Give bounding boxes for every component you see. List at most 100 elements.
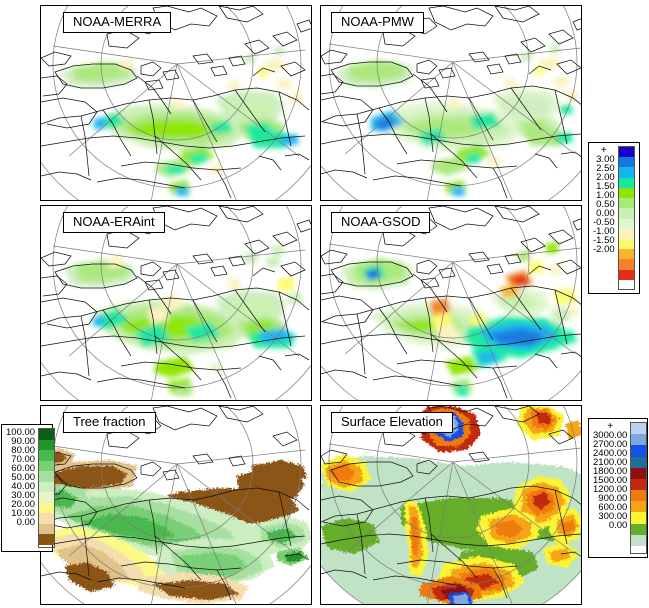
panel-noaa-eraint: NOAA-ERAint — [40, 205, 312, 401]
anomaly-tick: 1.50 — [596, 181, 615, 192]
colorbar-swatch — [618, 208, 634, 219]
tree-tick: 70.00 — [11, 454, 36, 465]
elevation-tick: 0.00 — [608, 520, 628, 531]
anomaly-tick: 3.00 — [596, 154, 615, 165]
panel-title-surface-elevation: Surface Elevation — [331, 412, 453, 433]
anomaly-tick: 0.00 — [596, 208, 615, 219]
tree-tick: 50.00 — [11, 472, 36, 483]
colorbar-swatch — [39, 481, 55, 493]
colorbar-swatch — [39, 523, 55, 535]
panel-title-noaa-merra: NOAA-MERRA — [63, 12, 172, 33]
panel-title-noaa-gsod: NOAA-GSOD — [331, 212, 431, 233]
anomaly-tick: -0.50 — [593, 217, 615, 228]
colorbar-swatch — [39, 439, 55, 451]
anomaly-tick: -1.50 — [593, 235, 615, 246]
elevation-tick: 2100.00 — [593, 457, 628, 468]
map-noaa-gsod — [321, 206, 581, 400]
tree-fraction-colorbar: 100.00 90.00 80.00 70.00 60.00 50.00 40.… — [1, 424, 56, 552]
anomaly-tick: -2.00 — [593, 244, 615, 255]
colorbar-swatch — [631, 501, 647, 513]
tree-tick: 0.00 — [16, 517, 36, 528]
colorbar-swatch — [631, 490, 647, 502]
elevation-colorbar: + 3000.00 2700.00 2400.00 2100.00 1800.0… — [588, 418, 648, 558]
anomaly-colorbar-labels: + 3.00 2.50 2.00 1.50 1.00 0.50 0.00 -0.… — [593, 146, 618, 290]
panel-title-noaa-pmw: NOAA-PMW — [331, 12, 424, 33]
elevation-tick: 300.00 — [598, 511, 628, 522]
tree-tick: 20.00 — [11, 499, 36, 510]
colorbar-swatch — [39, 492, 55, 503]
anomaly-tick: 2.50 — [596, 163, 615, 174]
elevation-colorbar-labels: + 3000.00 2700.00 2400.00 2100.00 1800.0… — [593, 422, 630, 554]
map-canvas-tree-fraction — [41, 406, 311, 604]
map-tree-fraction — [41, 406, 311, 604]
colorbar-swatch — [631, 478, 647, 491]
tree-tick: 10.00 — [11, 508, 36, 519]
map-canvas-noaa-gsod — [321, 206, 581, 400]
colorbar-swatch — [39, 502, 55, 514]
colorbar-swatch — [631, 512, 647, 524]
colorbar-swatch — [39, 450, 55, 461]
colorbar-swatch — [39, 534, 55, 545]
colorbar-swatch — [618, 147, 634, 158]
map-surface-elevation — [321, 406, 581, 604]
panel-noaa-pmw: NOAA-PMW — [320, 5, 582, 201]
anomaly-colorbar-plus: + — [600, 145, 607, 156]
colorbar-swatch — [631, 423, 647, 435]
colorbar-swatch — [618, 249, 634, 260]
colorbar-swatch — [618, 238, 634, 250]
map-noaa-merra — [41, 6, 311, 200]
colorbar-swatch — [39, 513, 55, 524]
colorbar-swatch — [631, 456, 647, 468]
anomaly-colorbar-swatches — [617, 146, 635, 290]
elevation-tick: 900.00 — [598, 493, 628, 504]
colorbar-swatch — [631, 445, 647, 457]
panel-tree-fraction: Tree fraction — [40, 405, 312, 605]
elevation-tick: 1200.00 — [593, 484, 628, 495]
map-canvas-noaa-pmw — [321, 6, 581, 200]
colorbar-swatch — [39, 460, 55, 472]
colorbar-swatch — [618, 167, 634, 178]
tree-tick: 90.00 — [11, 436, 36, 447]
colorbar-swatch — [618, 228, 634, 239]
map-canvas-noaa-eraint — [41, 206, 311, 400]
panel-noaa-gsod: NOAA-GSOD — [320, 205, 582, 401]
map-canvas-surface-elevation — [321, 406, 581, 604]
elevation-tick: 2700.00 — [593, 439, 628, 450]
panel-title-tree-fraction: Tree fraction — [63, 412, 156, 433]
anomaly-tick: -1.00 — [593, 226, 615, 237]
tree-tick: 30.00 — [11, 490, 36, 501]
panel-title-noaa-eraint: NOAA-ERAint — [63, 212, 165, 233]
elevation-colorbar-swatches — [630, 422, 648, 554]
colorbar-swatch — [631, 467, 647, 479]
elevation-tick: 2400.00 — [593, 448, 628, 459]
elevation-tick: 1500.00 — [593, 475, 628, 486]
elevation-tick: 1800.00 — [593, 466, 628, 477]
anomaly-tick: 1.00 — [596, 190, 615, 201]
colorbar-swatch — [618, 187, 634, 199]
colorbar-swatch — [618, 269, 634, 280]
map-canvas-noaa-merra — [41, 6, 311, 200]
tree-colorbar-swatches — [38, 428, 56, 548]
colorbar-swatch — [618, 198, 634, 209]
tree-tick: 80.00 — [11, 445, 36, 456]
panel-surface-elevation: Surface Elevation — [320, 405, 582, 605]
panel-noaa-merra: NOAA-MERRA — [40, 5, 312, 201]
tree-tick: 40.00 — [11, 481, 36, 492]
anomaly-tick: 0.50 — [596, 199, 615, 210]
colorbar-swatch — [618, 157, 634, 168]
map-noaa-eraint — [41, 206, 311, 400]
elevation-colorbar-plus: + — [607, 421, 614, 432]
colorbar-swatch — [631, 434, 647, 446]
colorbar-swatch — [618, 177, 634, 188]
colorbar-swatch — [618, 218, 634, 229]
elevation-tick: 3000.00 — [593, 430, 628, 441]
colorbar-swatch — [39, 471, 55, 482]
tree-tick: 100.00 — [6, 427, 36, 438]
colorbar-swatch — [631, 523, 647, 535]
tree-colorbar-labels: 100.00 90.00 80.00 70.00 60.00 50.00 40.… — [6, 428, 38, 548]
anomaly-tick: 2.00 — [596, 172, 615, 183]
elevation-tick: 600.00 — [598, 502, 628, 513]
map-noaa-pmw — [321, 6, 581, 200]
colorbar-swatch — [631, 534, 647, 546]
